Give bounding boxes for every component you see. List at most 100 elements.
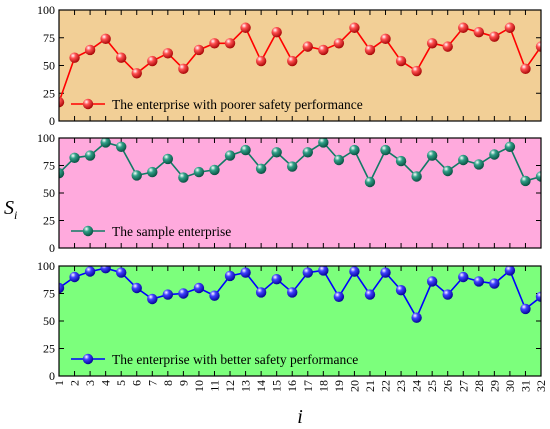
legend-marker [82,353,94,365]
y-tick-label: 50 [43,186,55,200]
panel-frame [58,137,542,249]
x-tick-label: 8 [161,380,175,386]
y-tick-label: 0 [49,241,55,255]
data-point [411,312,422,323]
data-point [115,52,127,63]
x-tick-label: 26 [441,380,455,392]
data-point [458,154,469,166]
y-tick-label: 100 [37,3,55,17]
data-point [84,44,96,56]
legend-label: The sample enterprise [112,224,231,239]
data-point [489,31,500,42]
legend-marker [82,98,94,110]
data-point [302,267,313,278]
data-point [318,44,329,56]
x-tick-label: 25 [425,380,439,392]
y-tick-label: 25 [43,86,55,100]
data-point [333,154,345,166]
data-point [380,267,391,278]
data-point [411,171,422,182]
series-1 [59,22,541,108]
data-point [178,172,189,183]
data-point [240,267,251,278]
data-point [364,289,376,300]
x-tick-label: 4 [99,380,113,386]
data-point [59,282,65,294]
x-tick-label: 11 [207,380,221,392]
x-tick-label: 13 [239,380,253,392]
x-tick-label: 20 [347,380,361,392]
data-point [115,141,127,152]
data-point [162,48,174,59]
data-point [535,291,541,302]
y-tick-label: 75 [43,31,55,45]
x-tick-label: 6 [130,380,144,386]
x-tick-label: 30 [503,380,517,392]
x-tick-label: 27 [456,380,470,392]
data-point [100,138,111,148]
y-tick-label: 50 [43,59,55,73]
x-tick-label: 10 [192,380,206,392]
data-point [178,288,189,299]
data-point [69,152,80,163]
data-point [240,144,251,156]
data-point [520,63,531,75]
data-point [100,33,111,45]
data-point [255,55,267,67]
data-point [426,150,438,161]
y-tick-label: 75 [43,159,55,173]
legend-marker [82,225,94,237]
x-tick-label: 9 [176,380,190,386]
data-point [255,287,267,298]
data-point [115,267,127,278]
data-point [504,266,516,276]
data-point [442,165,453,177]
data-point [162,153,174,165]
x-tick-label: 2 [68,380,82,386]
panel-1: 0 25 50 75 100 The enterprise with poorer saf… [37,3,542,128]
data-point [426,38,438,49]
y-tick-label: 0 [49,369,55,383]
data-point [302,41,313,52]
data-point [395,155,407,167]
x-tick-label: 16 [285,380,299,392]
x-tick-label: 18 [316,380,330,392]
data-point [209,164,220,176]
x-tick-label: 24 [410,380,424,392]
data-point [59,168,65,179]
data-point [489,149,500,160]
data-point [473,27,485,38]
series-3 [59,266,541,323]
data-point [520,303,531,315]
data-point [193,282,205,294]
data-point [131,170,142,181]
data-point [147,55,158,67]
data-point [458,22,469,33]
data-point [162,289,174,300]
data-point [193,166,205,178]
x-tick-label: 28 [472,380,486,392]
data-point [209,290,220,301]
data-point [489,278,500,289]
data-point [535,171,541,182]
panel-2: 0 25 50 75 100 The sample enterprise [37,131,542,255]
data-point [395,55,407,67]
data-point [271,274,282,285]
data-point [240,22,251,33]
x-tick-label: 5 [114,380,128,386]
data-point [193,44,205,56]
data-point [84,266,96,277]
data-point [59,96,65,108]
data-point [178,63,189,75]
x-tick-label: 29 [487,380,501,392]
data-point [473,159,485,170]
data-point [535,41,541,52]
x-tick-label: 23 [394,380,408,392]
data-point [131,282,142,294]
data-point [255,163,267,174]
data-point [442,41,453,52]
data-point [69,271,80,283]
data-point [147,293,158,305]
data-point [504,22,516,33]
